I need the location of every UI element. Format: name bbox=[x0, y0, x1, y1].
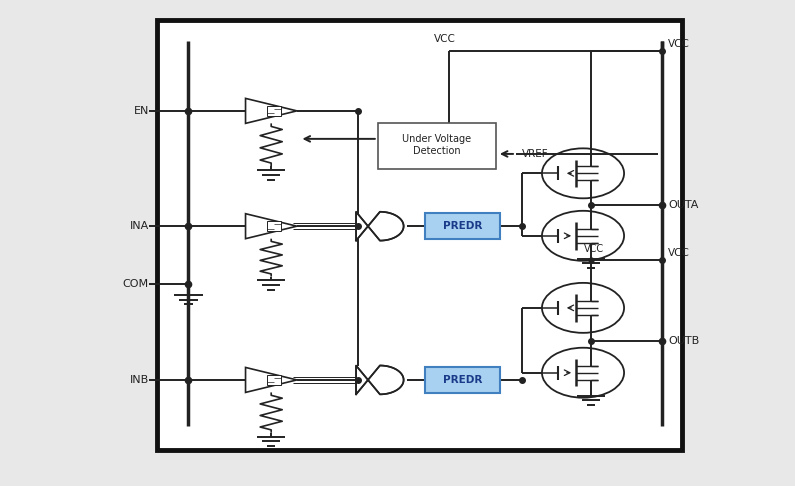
Bar bbox=[425, 367, 500, 393]
Bar bbox=[267, 375, 281, 385]
Text: Detection: Detection bbox=[413, 146, 461, 156]
Text: EN: EN bbox=[134, 106, 149, 116]
Text: Under Voltage: Under Voltage bbox=[402, 134, 471, 143]
Text: OUTB: OUTB bbox=[669, 335, 700, 346]
Text: PREDR: PREDR bbox=[443, 375, 483, 385]
Text: VCC: VCC bbox=[434, 34, 456, 44]
Text: COM: COM bbox=[122, 279, 149, 289]
Text: INA: INA bbox=[130, 221, 149, 231]
Text: OUTA: OUTA bbox=[669, 200, 699, 209]
Text: VREF: VREF bbox=[522, 149, 548, 159]
Bar bbox=[267, 106, 281, 116]
Bar bbox=[425, 213, 500, 240]
Polygon shape bbox=[246, 367, 297, 392]
Bar bbox=[378, 123, 496, 169]
Text: PREDR: PREDR bbox=[443, 221, 483, 231]
Text: VCC: VCC bbox=[584, 244, 603, 254]
Bar bbox=[157, 19, 681, 450]
Bar bbox=[267, 222, 281, 231]
Text: VCC: VCC bbox=[669, 38, 690, 49]
Polygon shape bbox=[246, 98, 297, 123]
Polygon shape bbox=[246, 214, 297, 239]
Text: INB: INB bbox=[130, 375, 149, 385]
Polygon shape bbox=[356, 212, 404, 241]
Text: VCC: VCC bbox=[669, 247, 690, 258]
Polygon shape bbox=[356, 365, 404, 394]
